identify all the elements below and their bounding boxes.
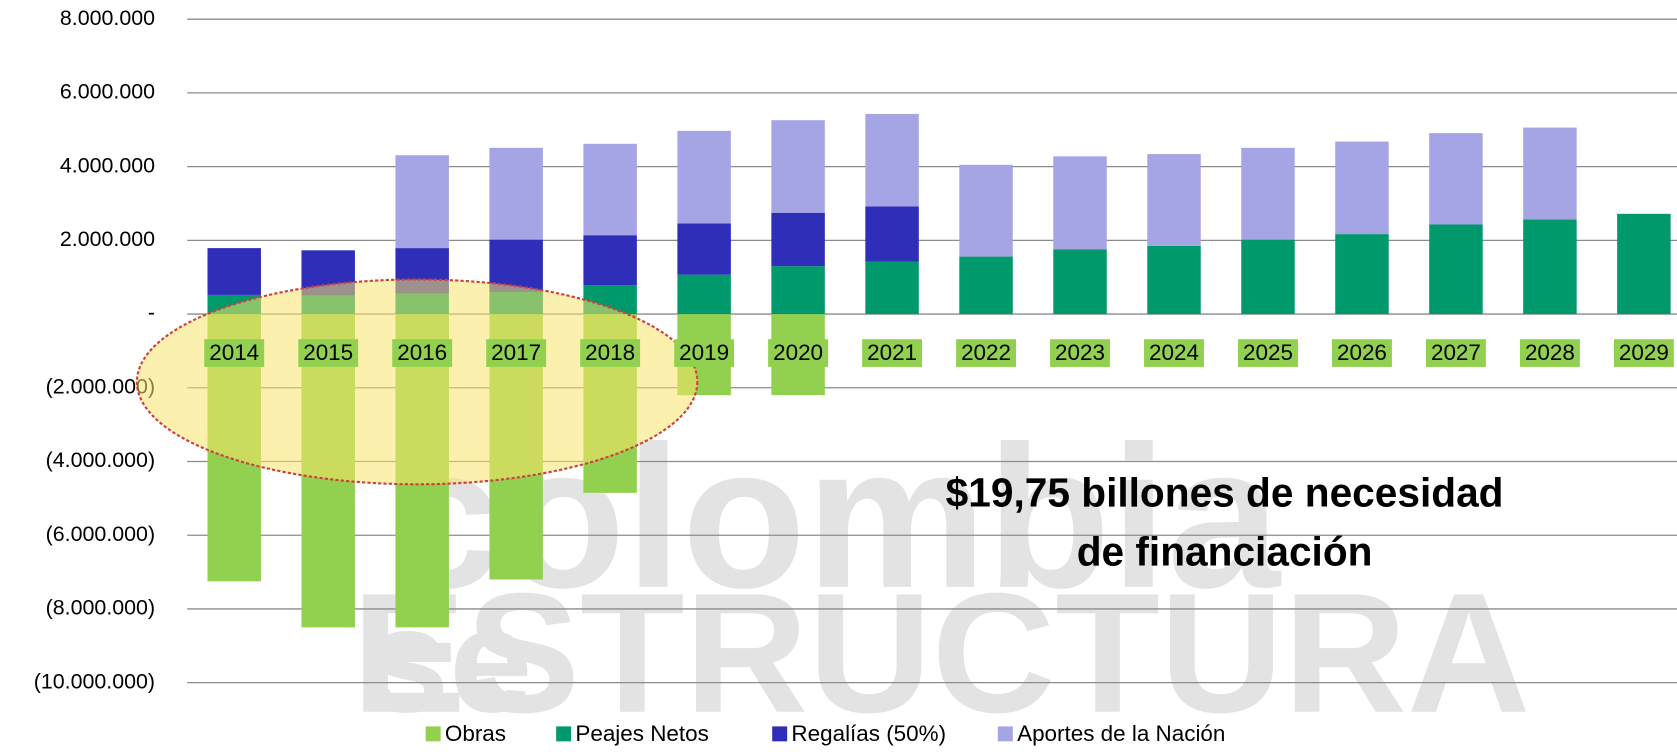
legend-label: Peajes Netos — [575, 721, 708, 746]
legend-label: Obras — [445, 721, 506, 746]
y-tick-label: 8.000.000 — [60, 6, 155, 30]
annotation: $19,75 billones de necesidad — [946, 470, 1504, 516]
bar — [207, 248, 261, 295]
y-tick-label: (10.000.000) — [34, 669, 155, 693]
category-label-bg — [1050, 339, 1110, 367]
bar — [677, 274, 731, 315]
category-label-bg — [768, 339, 829, 367]
y-tick-label: 4.000.000 — [60, 153, 155, 177]
bar — [1523, 219, 1577, 315]
bar — [959, 256, 1013, 315]
bar — [1429, 133, 1483, 225]
x-tick-label: 2026 — [1337, 340, 1387, 365]
bar — [771, 266, 825, 315]
y-tick-label: (2.000.000) — [46, 374, 155, 398]
category-label-bg — [204, 339, 265, 367]
y-tick-label: (4.000.000) — [46, 448, 155, 472]
y-tick-label: (8.000.000) — [46, 596, 155, 620]
x-tick-label: 2025 — [1243, 340, 1293, 365]
x-tick-label: 2028 — [1525, 340, 1575, 365]
legend-label: Regalías (50%) — [791, 721, 946, 746]
x-tick-label: 2015 — [303, 340, 353, 365]
bar — [1335, 141, 1389, 235]
bar — [1335, 234, 1389, 315]
watermark-text: ESTRUCTURA — [352, 558, 1531, 749]
x-tick-label: 2020 — [773, 340, 823, 365]
bar — [1429, 224, 1483, 315]
bar — [583, 143, 637, 236]
bar — [1053, 249, 1107, 315]
y-tick-label: 6.000.000 — [60, 80, 155, 104]
category-label-bg — [1144, 339, 1204, 367]
annotation: de financiación — [1077, 528, 1373, 574]
legend: Obras Peajes Netos Regalías (50%) Aportes d… — [425, 721, 1225, 746]
y-tick-label: 2.000.000 — [60, 227, 155, 251]
x-tick-label: 2021 — [867, 340, 917, 365]
bar — [583, 235, 637, 286]
bar — [1053, 156, 1107, 250]
bar — [677, 130, 731, 224]
category-labels: 2014 2015 2016 2017 2018 2019 2020 2021 2022 2023… — [204, 339, 1674, 367]
category-label-bg — [1613, 339, 1674, 367]
highlight-ellipse — [135, 278, 699, 486]
category-label-bg — [392, 339, 453, 367]
bars — [207, 113, 1671, 628]
legend-swatch — [772, 726, 788, 742]
bar — [1241, 147, 1295, 240]
x-tick-label: 2024 — [1149, 340, 1199, 365]
legend-label: Aportes de la Nación — [1017, 721, 1225, 746]
legend-swatch — [556, 726, 572, 742]
bar — [489, 147, 543, 240]
x-tick-label: 2016 — [397, 340, 447, 365]
bar — [677, 223, 731, 275]
x-tick-label: 2027 — [1431, 340, 1481, 365]
bar — [1147, 154, 1201, 246]
watermark-text: se — [366, 577, 533, 744]
bar — [1523, 127, 1577, 220]
bar — [771, 212, 825, 267]
bar — [395, 155, 449, 249]
bar — [1147, 245, 1201, 315]
category-label-bg — [1332, 339, 1392, 367]
x-tick-label: 2029 — [1619, 340, 1669, 365]
x-tick-label: 2019 — [679, 340, 729, 365]
x-tick-label: 2018 — [585, 340, 635, 365]
category-label-bg — [1425, 339, 1486, 367]
bar — [865, 113, 919, 207]
x-tick-label: 2014 — [209, 340, 259, 365]
category-label-bg — [1519, 339, 1580, 367]
y-tick-label: - — [148, 301, 155, 325]
legend-swatch — [425, 726, 441, 742]
bar — [865, 261, 919, 315]
category-label-bg — [298, 339, 359, 367]
y-tick-label: (6.000.000) — [46, 522, 155, 546]
x-tick-label: 2023 — [1055, 340, 1105, 365]
x-tick-label: 2017 — [491, 340, 541, 365]
category-label-bg — [486, 339, 547, 367]
category-label-bg — [862, 339, 923, 367]
x-tick-label: 2022 — [961, 340, 1011, 365]
bar — [771, 120, 825, 213]
bar — [1617, 213, 1671, 315]
category-label-bg — [580, 339, 641, 367]
category-label-bg — [1238, 339, 1298, 367]
category-label-bg — [956, 339, 1016, 367]
category-label-bg — [674, 339, 735, 367]
bar — [959, 164, 1013, 257]
legend-swatch — [997, 726, 1013, 742]
bar — [865, 206, 919, 262]
bar — [1241, 239, 1295, 315]
